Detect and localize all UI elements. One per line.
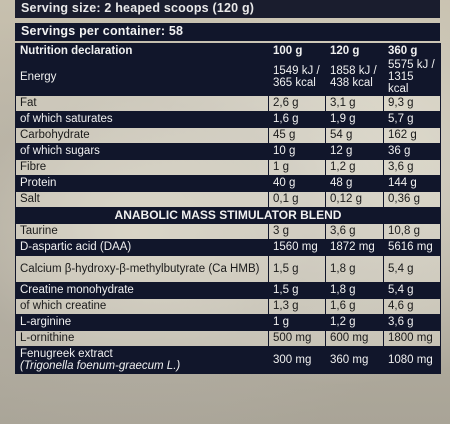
cell-value: 1080 mg xyxy=(383,346,441,374)
table-row: of which creatine 1,3 g 1,6 g 4,6 g xyxy=(15,298,441,315)
cell-value: 1,8 g xyxy=(325,255,384,283)
cell-value: 48 g xyxy=(325,175,384,192)
row-label: L-ornithine xyxy=(15,330,269,347)
row-label-sub: (Trigonella foenum-graecum L.) xyxy=(20,360,181,372)
cell-value: 5575 kJ / 1315 kcal xyxy=(383,58,441,96)
cell-value: 1800 mg xyxy=(383,330,441,347)
column-header: 120 g xyxy=(325,43,384,59)
row-label: Calcium β-hydroxy-β-methylbutyrate (Ca H… xyxy=(15,255,269,283)
cell-value: 9,3 g xyxy=(383,95,441,112)
table-row: Creatine monohydrate 1,5 g 1,8 g 5,4 g xyxy=(15,282,441,299)
table-row: of which saturates 1,6 g 1,9 g 5,7 g xyxy=(15,111,441,128)
nutrition-table: Nutrition declaration 100 g 120 g 360 g … xyxy=(15,43,441,374)
row-label: Fibre xyxy=(15,159,269,176)
cell-value: 1,9 g xyxy=(325,111,384,128)
table-row: Fat 2,6 g 3,1 g 9,3 g xyxy=(15,95,441,112)
cell-value: 1 g xyxy=(268,314,326,331)
table-row: L-ornithine 500 mg 600 mg 1800 mg xyxy=(15,330,441,347)
column-header: 360 g xyxy=(383,43,441,59)
cell-value: 3,6 g xyxy=(383,314,441,331)
row-label: of which creatine xyxy=(15,298,269,315)
cell-value: 1,5 g xyxy=(268,255,326,283)
blend-title: ANABOLIC MASS STIMULATOR BLEND xyxy=(15,207,441,224)
table-row: Salt 0,1 g 0,12 g 0,36 g xyxy=(15,191,441,208)
row-label: Carbohydrate xyxy=(15,127,269,144)
cell-value: 1 g xyxy=(268,159,326,176)
row-label: Taurine xyxy=(15,223,269,240)
cell-value: 1,5 g xyxy=(268,282,326,299)
cell-value: 1,8 g xyxy=(325,282,384,299)
cell-value: 5,7 g xyxy=(383,111,441,128)
cell-value: 36 g xyxy=(383,143,441,160)
cell-value: 1,3 g xyxy=(268,298,326,315)
cell-value: 600 mg xyxy=(325,330,384,347)
cell-value: 1,2 g xyxy=(325,159,384,176)
cell-value: 54 g xyxy=(325,127,384,144)
cell-value: 1,6 g xyxy=(268,111,326,128)
row-label: Salt xyxy=(15,191,269,208)
cell-value: 4,6 g xyxy=(383,298,441,315)
cell-value: 1560 mg xyxy=(268,239,326,256)
row-label: of which sugars xyxy=(15,143,269,160)
table-row: Taurine 3 g 3,6 g 10,8 g xyxy=(15,223,441,240)
cell-value: 3 g xyxy=(268,223,326,240)
cell-value: 3,6 g xyxy=(383,159,441,176)
cell-value: 5,4 g xyxy=(383,282,441,299)
row-label-main: Fenugreek extract xyxy=(20,348,113,360)
cell-value: 3,6 g xyxy=(325,223,384,240)
cell-value: 5616 mg xyxy=(383,239,441,256)
cell-value: 360 mg xyxy=(325,346,384,374)
table-row: D-aspartic acid (DAA) 1560 mg 1872 mg 56… xyxy=(15,239,441,256)
servings-per-container: Servings per container: 58 xyxy=(15,23,440,41)
cell-value: 5,4 g xyxy=(383,255,441,283)
row-label: Fat xyxy=(15,95,269,112)
cell-value: 10,8 g xyxy=(383,223,441,240)
table-row: Energy 1549 kJ / 365 kcal 1858 kJ / 438 … xyxy=(15,58,441,96)
blend-title-row: ANABOLIC MASS STIMULATOR BLEND xyxy=(15,207,441,224)
row-label: Fenugreek extract (Trigonella foenum-grae… xyxy=(15,346,269,374)
table-row: Calcium β-hydroxy-β-methylbutyrate (Ca H… xyxy=(15,255,441,283)
table-row: Protein 40 g 48 g 144 g xyxy=(15,175,441,192)
row-label: of which saturates xyxy=(15,111,269,128)
cell-value: 12 g xyxy=(325,143,384,160)
table-row: Carbohydrate 45 g 54 g 162 g xyxy=(15,127,441,144)
cell-value: 10 g xyxy=(268,143,326,160)
table-row: Fenugreek extract (Trigonella foenum-grae… xyxy=(15,346,441,374)
cell-value: 1,6 g xyxy=(325,298,384,315)
column-header: Nutrition declaration xyxy=(15,43,269,59)
table-row: L-arginine 1 g 1,2 g 3,6 g xyxy=(15,314,441,331)
cell-value: 300 mg xyxy=(268,346,326,374)
table-header-row: Nutrition declaration 100 g 120 g 360 g xyxy=(15,43,441,59)
cell-value: 1,2 g xyxy=(325,314,384,331)
column-header: 100 g xyxy=(268,43,326,59)
cell-value: 1549 kJ / 365 kcal xyxy=(268,58,326,96)
row-label: Energy xyxy=(15,58,269,96)
cell-value: 0,12 g xyxy=(325,191,384,208)
row-label: L-arginine xyxy=(15,314,269,331)
cell-value: 0,1 g xyxy=(268,191,326,208)
cell-value: 500 mg xyxy=(268,330,326,347)
table-row: Fibre 1 g 1,2 g 3,6 g xyxy=(15,159,441,176)
cell-value: 0,36 g xyxy=(383,191,441,208)
cell-value: 40 g xyxy=(268,175,326,192)
cell-value: 3,1 g xyxy=(325,95,384,112)
cell-value: 1872 mg xyxy=(325,239,384,256)
serving-size: Serving size: 2 heaped scoops (120 g) xyxy=(15,0,440,18)
cell-value: 2,6 g xyxy=(268,95,326,112)
cell-value: 1858 kJ / 438 kcal xyxy=(325,58,384,96)
cell-value: 162 g xyxy=(383,127,441,144)
row-label: Protein xyxy=(15,175,269,192)
table-row: of which sugars 10 g 12 g 36 g xyxy=(15,143,441,160)
row-label: D-aspartic acid (DAA) xyxy=(15,239,269,256)
cell-value: 45 g xyxy=(268,127,326,144)
row-label: Creatine monohydrate xyxy=(15,282,269,299)
cell-value: 144 g xyxy=(383,175,441,192)
